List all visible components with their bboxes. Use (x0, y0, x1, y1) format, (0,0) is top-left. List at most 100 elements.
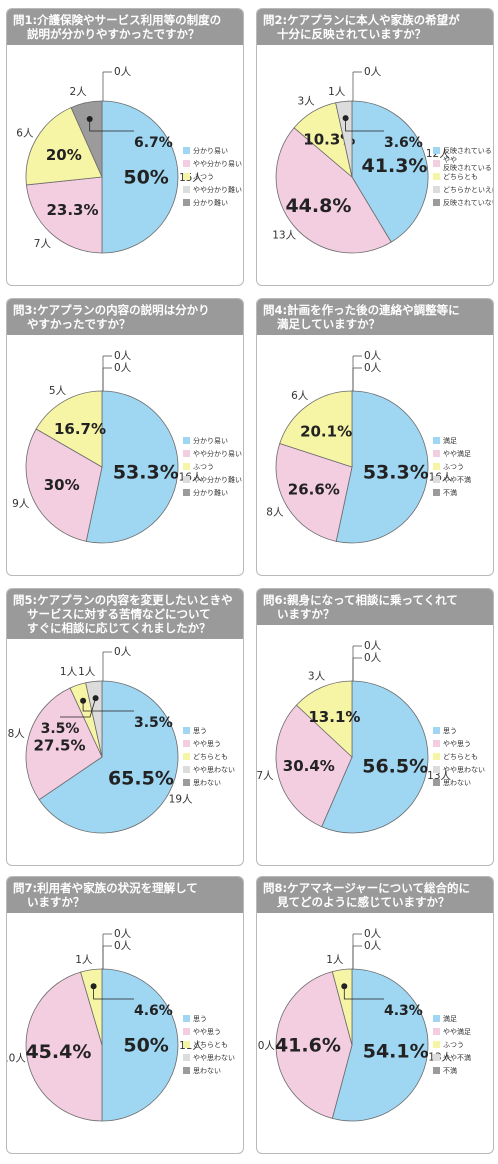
legend-swatch (183, 186, 190, 193)
slice-count-label: 6人 (16, 128, 34, 140)
legend-label: 思う (443, 727, 457, 735)
legend-swatch (433, 753, 440, 760)
legend-swatch (183, 727, 190, 734)
legend-swatch (183, 766, 190, 773)
legend-swatch (433, 437, 440, 444)
slice-count-label: 9人 (12, 498, 30, 510)
legend-label: 分かり易い (193, 436, 228, 445)
slice-count-label: 8人 (8, 728, 26, 740)
chart-panel-4: 問4:計画を作った後の連絡や調整等に 満足していますか？ 53.3% 16人 26.6… (256, 298, 494, 576)
legend-label: 思わない (193, 779, 221, 787)
legend-label: どちらとも (443, 173, 478, 181)
slice-count-label: 1人 (328, 86, 346, 98)
legend-label: 分かり難い (193, 488, 228, 497)
slice-percent-label: 41.6% (275, 1035, 341, 1057)
legend-label: やや不満 (443, 1054, 471, 1062)
pie-chart: 54.1%13人41.6%10人4.3%1人0人0人満足やや満足ふつうやや不満不… (257, 928, 471, 1122)
pie-slice (275, 971, 353, 1119)
chart-title: 問1:介護保険やサービス利用等の制度の 説明が分かりやすかったですか？ (7, 9, 243, 45)
slice-percent-label: 4.3% (384, 1003, 423, 1019)
slice-count-label: 0人 (364, 652, 382, 664)
legend-swatch (433, 463, 440, 470)
leader-line (60, 697, 96, 718)
legend-label: やや分かり易い (193, 159, 242, 168)
legend-swatch (433, 1067, 440, 1074)
slice-count-label: 0人 (364, 362, 382, 374)
legend-swatch (433, 1054, 440, 1061)
chart-title: 問8:ケアマネージャーについて総合的に 見てどのように感じていますか？ (257, 877, 493, 913)
legend-swatch (433, 1041, 440, 1048)
pie-slice (275, 127, 392, 254)
legend-label: 分かり易い (193, 146, 228, 155)
pie-slice (25, 687, 103, 801)
slice-count-label: 0人 (114, 940, 132, 952)
pie-chart: 65.5% 19人 27.5% 8人 3.5% 1人 3.5% 1人 0人思うやや思うどちらとも… (8, 646, 235, 834)
slice-percent-label: 50% (123, 167, 168, 189)
slice-count-label: 2人 (70, 86, 88, 98)
slice-count-label: 0人 (114, 646, 132, 658)
slice-count-label: 0人 (364, 66, 382, 78)
pie-slice (351, 100, 429, 243)
slice-percent-label: 50% (123, 1035, 168, 1057)
legend-label: やや満足 (443, 450, 471, 458)
pie-slice (331, 968, 429, 1122)
legend-label: 反映されている (443, 146, 492, 155)
legend-label: やや分かり易い (193, 449, 242, 458)
legend-swatch (433, 186, 440, 193)
leader-line (343, 986, 384, 1000)
leader-line (345, 118, 384, 132)
slice-count-label: 7人 (34, 238, 52, 250)
legend-swatch (433, 199, 440, 206)
legend-label: やや思う (193, 740, 221, 748)
slice-percent-label: 45.4% (25, 1041, 91, 1063)
chart-title: 問5:ケアプランの内容を変更したいときや サービスに対する苦情などについて すぐ… (7, 589, 243, 639)
legend-label: どちらかといえば (443, 185, 493, 194)
slice-percent-label: 44.8% (285, 195, 351, 217)
chart-panel-5: 問5:ケアプランの内容を変更したいときや サービスに対する苦情などについて すぐ… (6, 588, 244, 866)
legend-label: やや不満 (443, 476, 471, 484)
slice-percent-label: 30.4% (283, 757, 335, 775)
legend-label: ふつう (193, 173, 214, 181)
slice-count-label: 5人 (49, 385, 67, 397)
legend-label: やや思う (193, 1028, 221, 1036)
pie-chart: 50% 15人23.3%7人20%6人6.7%2人0人分かり易いやや分かり易いふつ… (16, 66, 242, 254)
slice-percent-label: 53.3% (363, 461, 429, 483)
legend-swatch (183, 450, 190, 457)
legend-swatch (183, 489, 190, 496)
pie-chart: 56.5% 13人30.4%7人13.1%3人0人0人思うやや思うどちらともやや思… (257, 640, 485, 834)
slice-count-label: 0人 (364, 940, 382, 952)
legend-swatch (433, 1028, 440, 1035)
legend-swatch (433, 1015, 440, 1022)
pie-slice (335, 390, 429, 544)
pie-slice (35, 390, 103, 468)
legend-swatch (183, 463, 190, 470)
pie-slice (295, 680, 353, 758)
pie-chart: 53.3% 16人26.6%8人20.1%6人0人0人満足やや満足ふつうやや不満不… (266, 350, 471, 544)
legend-label: やや満足 (443, 1028, 471, 1036)
slice-percent-label: 3.5% (41, 721, 80, 737)
slice-percent-label: 3.5% (134, 715, 173, 731)
pie-slice (275, 704, 353, 828)
slice-count-label: 19人 (169, 794, 193, 806)
slice-count-label: 0人 (364, 928, 382, 940)
pie-slice (279, 390, 353, 468)
legend-label: やや思わない (193, 766, 235, 774)
slice-count-label: 7人 (257, 770, 274, 782)
pie-chart: 41.3%12人 44.8% 13人 10.3% 3人 3.6% 1人 0人反映されているやや… (272, 66, 493, 254)
chart-panel-7: 問7:利用者や家族の状況を理解して いますか？50%11人45.4%10人4.6… (6, 876, 244, 1154)
slice-count-label: 10人 (7, 1053, 26, 1065)
pie-slice (85, 390, 179, 544)
slice-percent-label: 3.6% (384, 135, 423, 151)
leader-dot (92, 695, 99, 702)
legend-label: ふつう (193, 463, 214, 471)
legend-label: やや分かり難い (193, 185, 242, 194)
legend-swatch (183, 147, 190, 154)
legend-label: 満足 (443, 437, 457, 445)
legend-swatch (183, 437, 190, 444)
slice-percent-label: 26.6% (288, 480, 340, 498)
legend-label: 思う (193, 727, 207, 735)
legend-label: どちらとも (193, 753, 228, 761)
slice-count-label: 1人 (60, 666, 78, 678)
legend-swatch (183, 779, 190, 786)
slice-count-label: 0人 (364, 640, 382, 652)
